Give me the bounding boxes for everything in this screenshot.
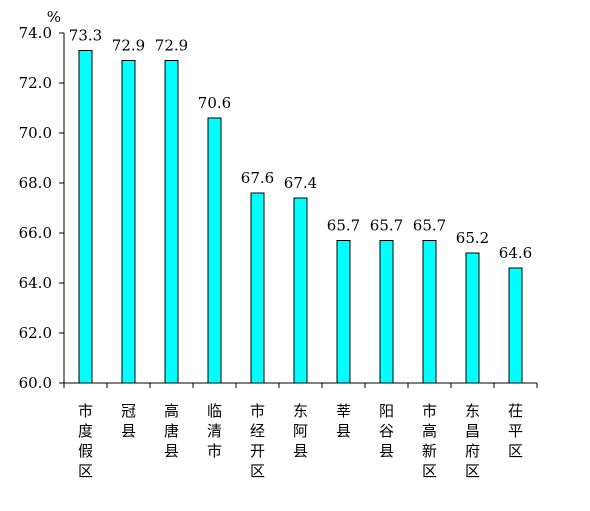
- bars: [78, 50, 523, 384]
- data-label: 65.7: [413, 217, 446, 235]
- category-label: 高唐县: [164, 402, 179, 460]
- y-tick-label: 64.0: [19, 274, 52, 292]
- category-label: 冠县: [121, 402, 136, 440]
- category-label: 茌平区: [508, 402, 523, 460]
- data-label: 64.6: [499, 244, 532, 262]
- bar: [379, 240, 394, 384]
- data-label: 72.9: [112, 37, 145, 55]
- x-axis: [63, 382, 538, 388]
- bar: [121, 60, 136, 384]
- data-label: 72.9: [155, 37, 188, 55]
- bar: [336, 240, 351, 384]
- data-label: 67.6: [241, 169, 274, 187]
- bar: [250, 192, 265, 384]
- y-tick-label: 62.0: [19, 324, 52, 342]
- bar: [422, 240, 437, 384]
- y-tick-label: 70.0: [19, 124, 52, 142]
- y-unit-label: %: [47, 8, 61, 26]
- data-label: 67.4: [284, 174, 317, 192]
- bar: [508, 267, 523, 384]
- category-label: 市度假区: [78, 402, 93, 480]
- y-tick-label: 60.0: [19, 374, 52, 392]
- y-tick-label: 72.0: [19, 74, 52, 92]
- y-tick-label: 68.0: [19, 174, 52, 192]
- category-label: 阳谷县: [379, 402, 394, 460]
- y-axis: 60.0 62.0 64.0 66.0 68.0 70.0 72.0 74.0: [19, 24, 65, 392]
- bar: [164, 60, 179, 384]
- category-label: 东昌府区: [465, 402, 480, 480]
- bar: [465, 252, 480, 384]
- category-label: 东阿县: [293, 402, 308, 460]
- data-labels: 73.3 72.9 72.9 70.6 67.6 67.4 65.7 65.7 65.7 65.2…: [69, 27, 532, 263]
- data-label: 65.7: [327, 217, 360, 235]
- data-label: 73.3: [69, 27, 102, 45]
- category-label: 市经开区: [250, 402, 265, 480]
- y-tick-label: 74.0: [19, 24, 52, 42]
- data-label: 70.6: [198, 94, 231, 112]
- bar: [207, 117, 222, 384]
- y-tick-label: 66.0: [19, 224, 52, 242]
- category-label: 莘县: [336, 402, 351, 440]
- category-label: 市高新区: [422, 402, 437, 480]
- bar: [293, 197, 308, 384]
- bar: [78, 50, 93, 384]
- category-labels: 市度假区 冠县 高唐县 临清市 市经开区 东阿县 莘县 阳谷县 市高新区 东昌府区 茌平区: [78, 402, 523, 480]
- data-label: 65.7: [370, 217, 403, 235]
- data-label: 65.2: [456, 229, 489, 247]
- category-label: 临清市: [207, 402, 222, 460]
